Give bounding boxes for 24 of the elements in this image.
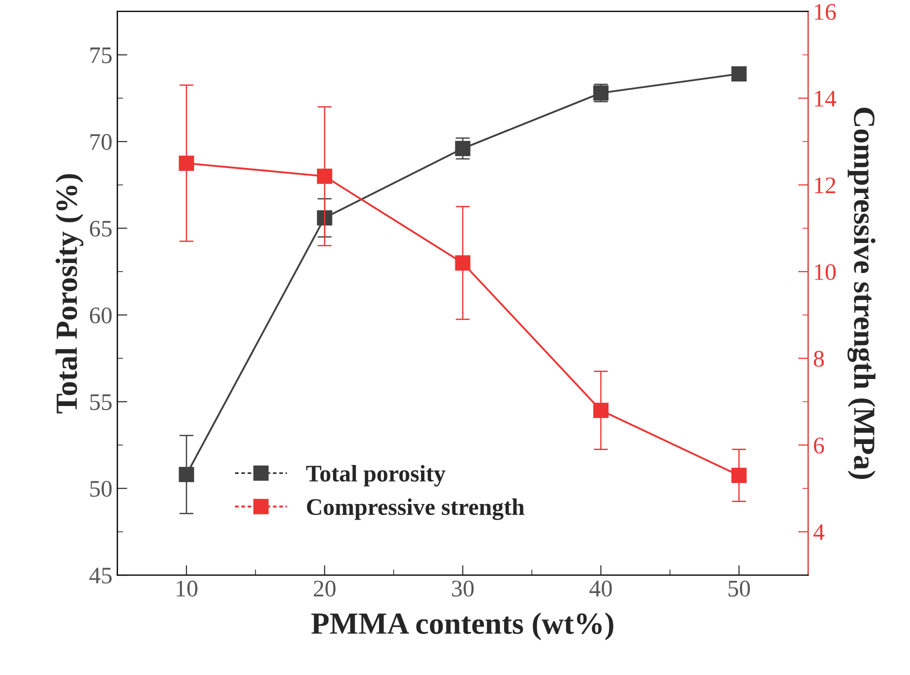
x-tick-label: 30 xyxy=(452,580,474,597)
y2-tick-label: 4 xyxy=(813,524,824,540)
y-tick-label: 65 xyxy=(90,220,112,237)
y-tick-label: 55 xyxy=(90,394,112,410)
x-tick-label: 10 xyxy=(176,580,198,597)
x-tick-label: 20 xyxy=(314,580,336,597)
y-tick-label: 70 xyxy=(90,134,112,150)
y2-tick-label: 8 xyxy=(814,350,824,367)
legend-label: Total porosity xyxy=(306,465,446,486)
y2-tick-label: 16 xyxy=(815,4,836,20)
legend-label: Compressive strength xyxy=(306,498,524,520)
x-tick-label: 50 xyxy=(728,580,750,597)
y2-tick-label: 12 xyxy=(815,177,836,194)
y2-tick-label: 10 xyxy=(815,264,836,280)
y-tick-label: 45 xyxy=(89,568,112,584)
y-tick-label: 75 xyxy=(90,48,112,64)
y2-axis-title: Compressive strength (MPa) xyxy=(847,108,876,479)
y2-tick-label: 14 xyxy=(815,90,836,106)
y-tick-label: 60 xyxy=(90,307,112,324)
x-tick-label: 40 xyxy=(590,580,612,597)
y-axis-title: Total Porosity (%) xyxy=(56,174,84,414)
x-axis-title: PMMA contents (wt%) xyxy=(311,612,614,640)
y-tick-label: 50 xyxy=(90,480,112,497)
y2-tick-label: 6 xyxy=(814,438,824,454)
